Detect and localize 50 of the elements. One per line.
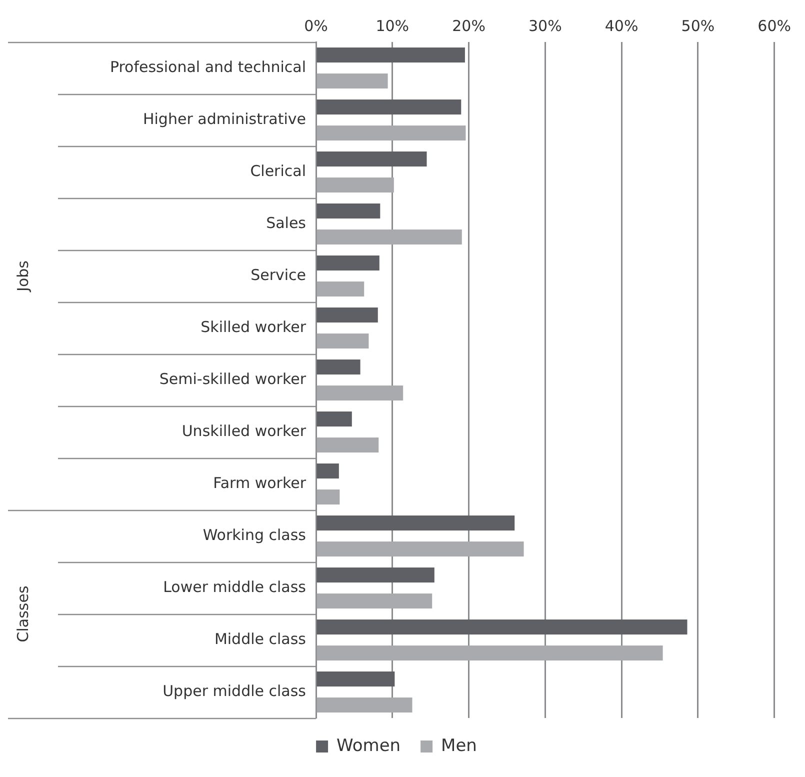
y-tick-label: Professional and technical [110,58,306,76]
legend-label: Men [441,736,477,756]
legend-label: Women [336,736,401,756]
y-tick-label: Lower middle class [163,578,306,596]
bar [316,697,412,713]
bar [316,125,466,141]
bar [316,177,394,193]
x-tick-label: 20% [452,16,486,35]
bar [316,359,360,375]
bar [316,619,688,635]
bar [316,645,663,661]
y-tick-label: Sales [266,214,306,232]
y-tick-label: Upper middle class [162,682,306,700]
text: Classes [14,586,32,642]
bar [316,515,515,531]
bar [316,255,380,271]
y-tick-label: Semi-skilled worker [159,370,307,388]
y-tick-label: Farm worker [213,474,307,492]
bar [316,489,340,505]
bar [316,593,432,609]
bar [316,73,388,89]
bar [316,541,524,557]
x-tick-label: 50% [681,16,715,35]
text: Jobs [14,260,32,292]
y-tick-label: Clerical [250,162,306,180]
y-tick-label: Skilled worker [200,318,307,336]
bar [316,99,462,115]
bar [316,307,378,323]
x-tick-label: 10% [376,16,410,35]
y-tick-label: Working class [202,526,306,544]
y-tick-label: Unskilled worker [182,422,307,440]
bar [316,281,364,297]
y-tick-label: Middle class [214,630,306,648]
x-tick-label: 60% [758,16,791,35]
bar [316,567,434,583]
bar [316,411,352,427]
bar [316,47,465,63]
bar [316,333,369,349]
y-tick-label: Service [250,266,306,284]
bar [316,203,380,219]
y-tick-label: Higher administrative [142,110,306,128]
bar [316,671,395,687]
bar [316,229,462,245]
bar [316,437,379,453]
bar [316,385,404,401]
x-tick-label: 40% [604,16,638,35]
bar [316,463,339,479]
x-tick-label: 0% [304,16,328,35]
x-tick-label: 30% [528,16,562,35]
bar [316,151,427,167]
